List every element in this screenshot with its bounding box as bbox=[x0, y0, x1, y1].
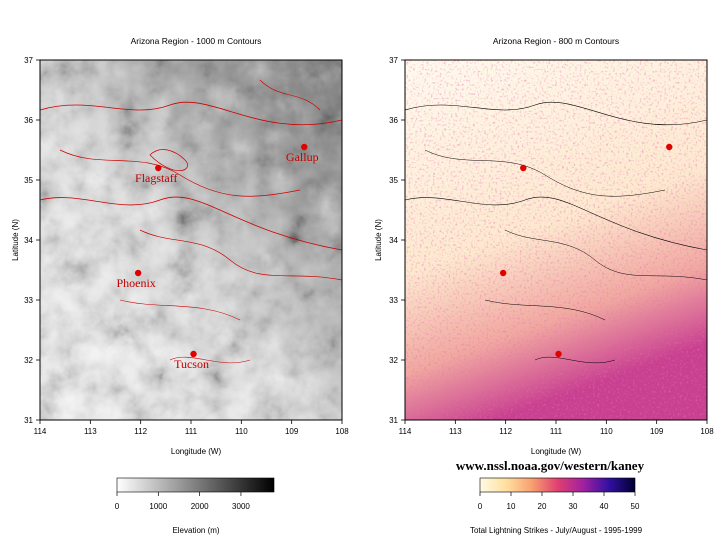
lightning-colorbar-tick-label: 0 bbox=[478, 502, 483, 511]
elevation-raster bbox=[40, 60, 342, 420]
lightning-x-tick-label: 113 bbox=[449, 427, 462, 436]
elevation-colorbar-ticks: 0 1000 2000 3000 bbox=[115, 492, 250, 511]
elevation-y-ticks: 31 32 33 34 35 36 37 bbox=[24, 56, 40, 425]
lightning-x-tick-label: 112 bbox=[499, 427, 512, 436]
lightning-y-tick-label: 34 bbox=[389, 236, 398, 245]
lightning-colorbar-tick-label: 20 bbox=[538, 502, 547, 511]
elevation-y-tick-label: 34 bbox=[24, 236, 33, 245]
lightning-y-tick-label: 35 bbox=[389, 176, 398, 185]
elevation-y-tick-label: 33 bbox=[24, 296, 33, 305]
elevation-colorbar-tick-label: 2000 bbox=[191, 502, 209, 511]
elevation-city-marker bbox=[155, 164, 162, 172]
lightning-x-tick-label: 111 bbox=[550, 427, 563, 436]
city-label: Flagstaff bbox=[135, 171, 177, 185]
lightning-y-tick-label: 36 bbox=[389, 116, 398, 125]
elevation-colorbar-tick-label: 1000 bbox=[149, 502, 167, 511]
elevation-colorbar-bar bbox=[116, 477, 275, 493]
elevation-map-panel: Arizona Region - 1000 m Contours 114 113 1… bbox=[11, 36, 349, 456]
credit-url: www.nssl.noaa.gov/western/kaney bbox=[456, 458, 645, 473]
lightning-y-tick-label: 37 bbox=[389, 56, 398, 65]
lightning-y-tick-label: 32 bbox=[389, 356, 398, 365]
lightning-city-marker bbox=[666, 143, 673, 151]
elevation-colorbar-tick-label: 0 bbox=[115, 502, 120, 511]
elevation-x-tick-label: 114 bbox=[34, 427, 47, 436]
elevation-y-tick-label: 32 bbox=[24, 356, 33, 365]
lightning-colorbar-tick-label: 30 bbox=[569, 502, 578, 511]
elevation-y-axis-label: Latitude (N) bbox=[11, 219, 20, 261]
elevation-city-marker bbox=[134, 269, 142, 277]
lightning-x-tick-label: 109 bbox=[650, 427, 664, 436]
elevation-x-tick-label: 111 bbox=[185, 427, 198, 436]
elevation-y-tick-label: 31 bbox=[24, 416, 33, 425]
elevation-x-axis-label: Longitude (W) bbox=[171, 447, 222, 456]
elevation-city-marker bbox=[190, 350, 197, 358]
elevation-x-tick-label: 108 bbox=[335, 427, 349, 436]
lightning-x-ticks: 114 113 112 111 110 109 108 bbox=[399, 420, 714, 436]
lightning-colorbar-bar bbox=[479, 477, 636, 493]
elevation-map-title: Arizona Region - 1000 m Contours bbox=[131, 36, 262, 46]
lightning-colorbar: 0 10 20 30 40 50 Total Lightning Strikes - Ju… bbox=[470, 477, 643, 535]
elevation-colorbar-tick-label: 3000 bbox=[232, 502, 250, 511]
elevation-x-tick-label: 112 bbox=[134, 427, 147, 436]
lightning-colorbar-ticks: 0 10 20 30 40 50 bbox=[478, 492, 640, 511]
elevation-city-marker bbox=[301, 143, 308, 151]
city-markers: Flagstaff Gallup Phoenix Tucson bbox=[116, 143, 319, 371]
city-label: Phoenix bbox=[116, 276, 155, 290]
lightning-x-axis-label: Longitude (W) bbox=[531, 447, 582, 456]
lightning-city-marker bbox=[520, 164, 527, 172]
lightning-colorbar-tick-label: 40 bbox=[600, 502, 609, 511]
lightning-x-tick-label: 108 bbox=[700, 427, 714, 436]
lightning-raster bbox=[405, 60, 707, 420]
elevation-x-tick-label: 113 bbox=[84, 427, 97, 436]
city-label: Gallup bbox=[286, 150, 319, 164]
elevation-y-tick-label: 35 bbox=[24, 176, 33, 185]
elevation-x-ticks: 114 113 112 111 110 109 108 bbox=[34, 420, 349, 436]
lightning-map-panel: Arizona Region - 800 m Contours 114 113 11… bbox=[374, 36, 714, 456]
lightning-y-axis-label: Latitude (N) bbox=[374, 219, 383, 261]
lightning-y-ticks: 31 32 33 34 35 36 37 bbox=[389, 56, 405, 425]
lightning-colorbar-tick-label: 50 bbox=[631, 502, 640, 511]
elevation-x-tick-label: 110 bbox=[235, 427, 248, 436]
lightning-city-marker bbox=[499, 269, 507, 277]
elevation-y-tick-label: 36 bbox=[24, 116, 33, 125]
lightning-x-tick-label: 110 bbox=[600, 427, 613, 436]
lightning-y-tick-label: 33 bbox=[389, 296, 398, 305]
elevation-colorbar: 0 1000 2000 3000 Elevation (m) bbox=[115, 477, 275, 535]
lightning-colorbar-label: Total Lightning Strikes - July/August - … bbox=[470, 526, 643, 535]
elevation-colorbar-label: Elevation (m) bbox=[172, 526, 219, 535]
city-label: Tucson bbox=[174, 357, 209, 371]
lightning-x-tick-label: 114 bbox=[399, 427, 412, 436]
lightning-city-markers bbox=[499, 143, 673, 358]
elevation-x-tick-label: 109 bbox=[285, 427, 299, 436]
lightning-y-tick-label: 31 bbox=[389, 416, 398, 425]
lightning-map-title: Arizona Region - 800 m Contours bbox=[493, 36, 619, 46]
lightning-colorbar-tick-label: 10 bbox=[507, 502, 516, 511]
elevation-y-tick-label: 37 bbox=[24, 56, 33, 65]
lightning-city-marker bbox=[555, 350, 562, 358]
